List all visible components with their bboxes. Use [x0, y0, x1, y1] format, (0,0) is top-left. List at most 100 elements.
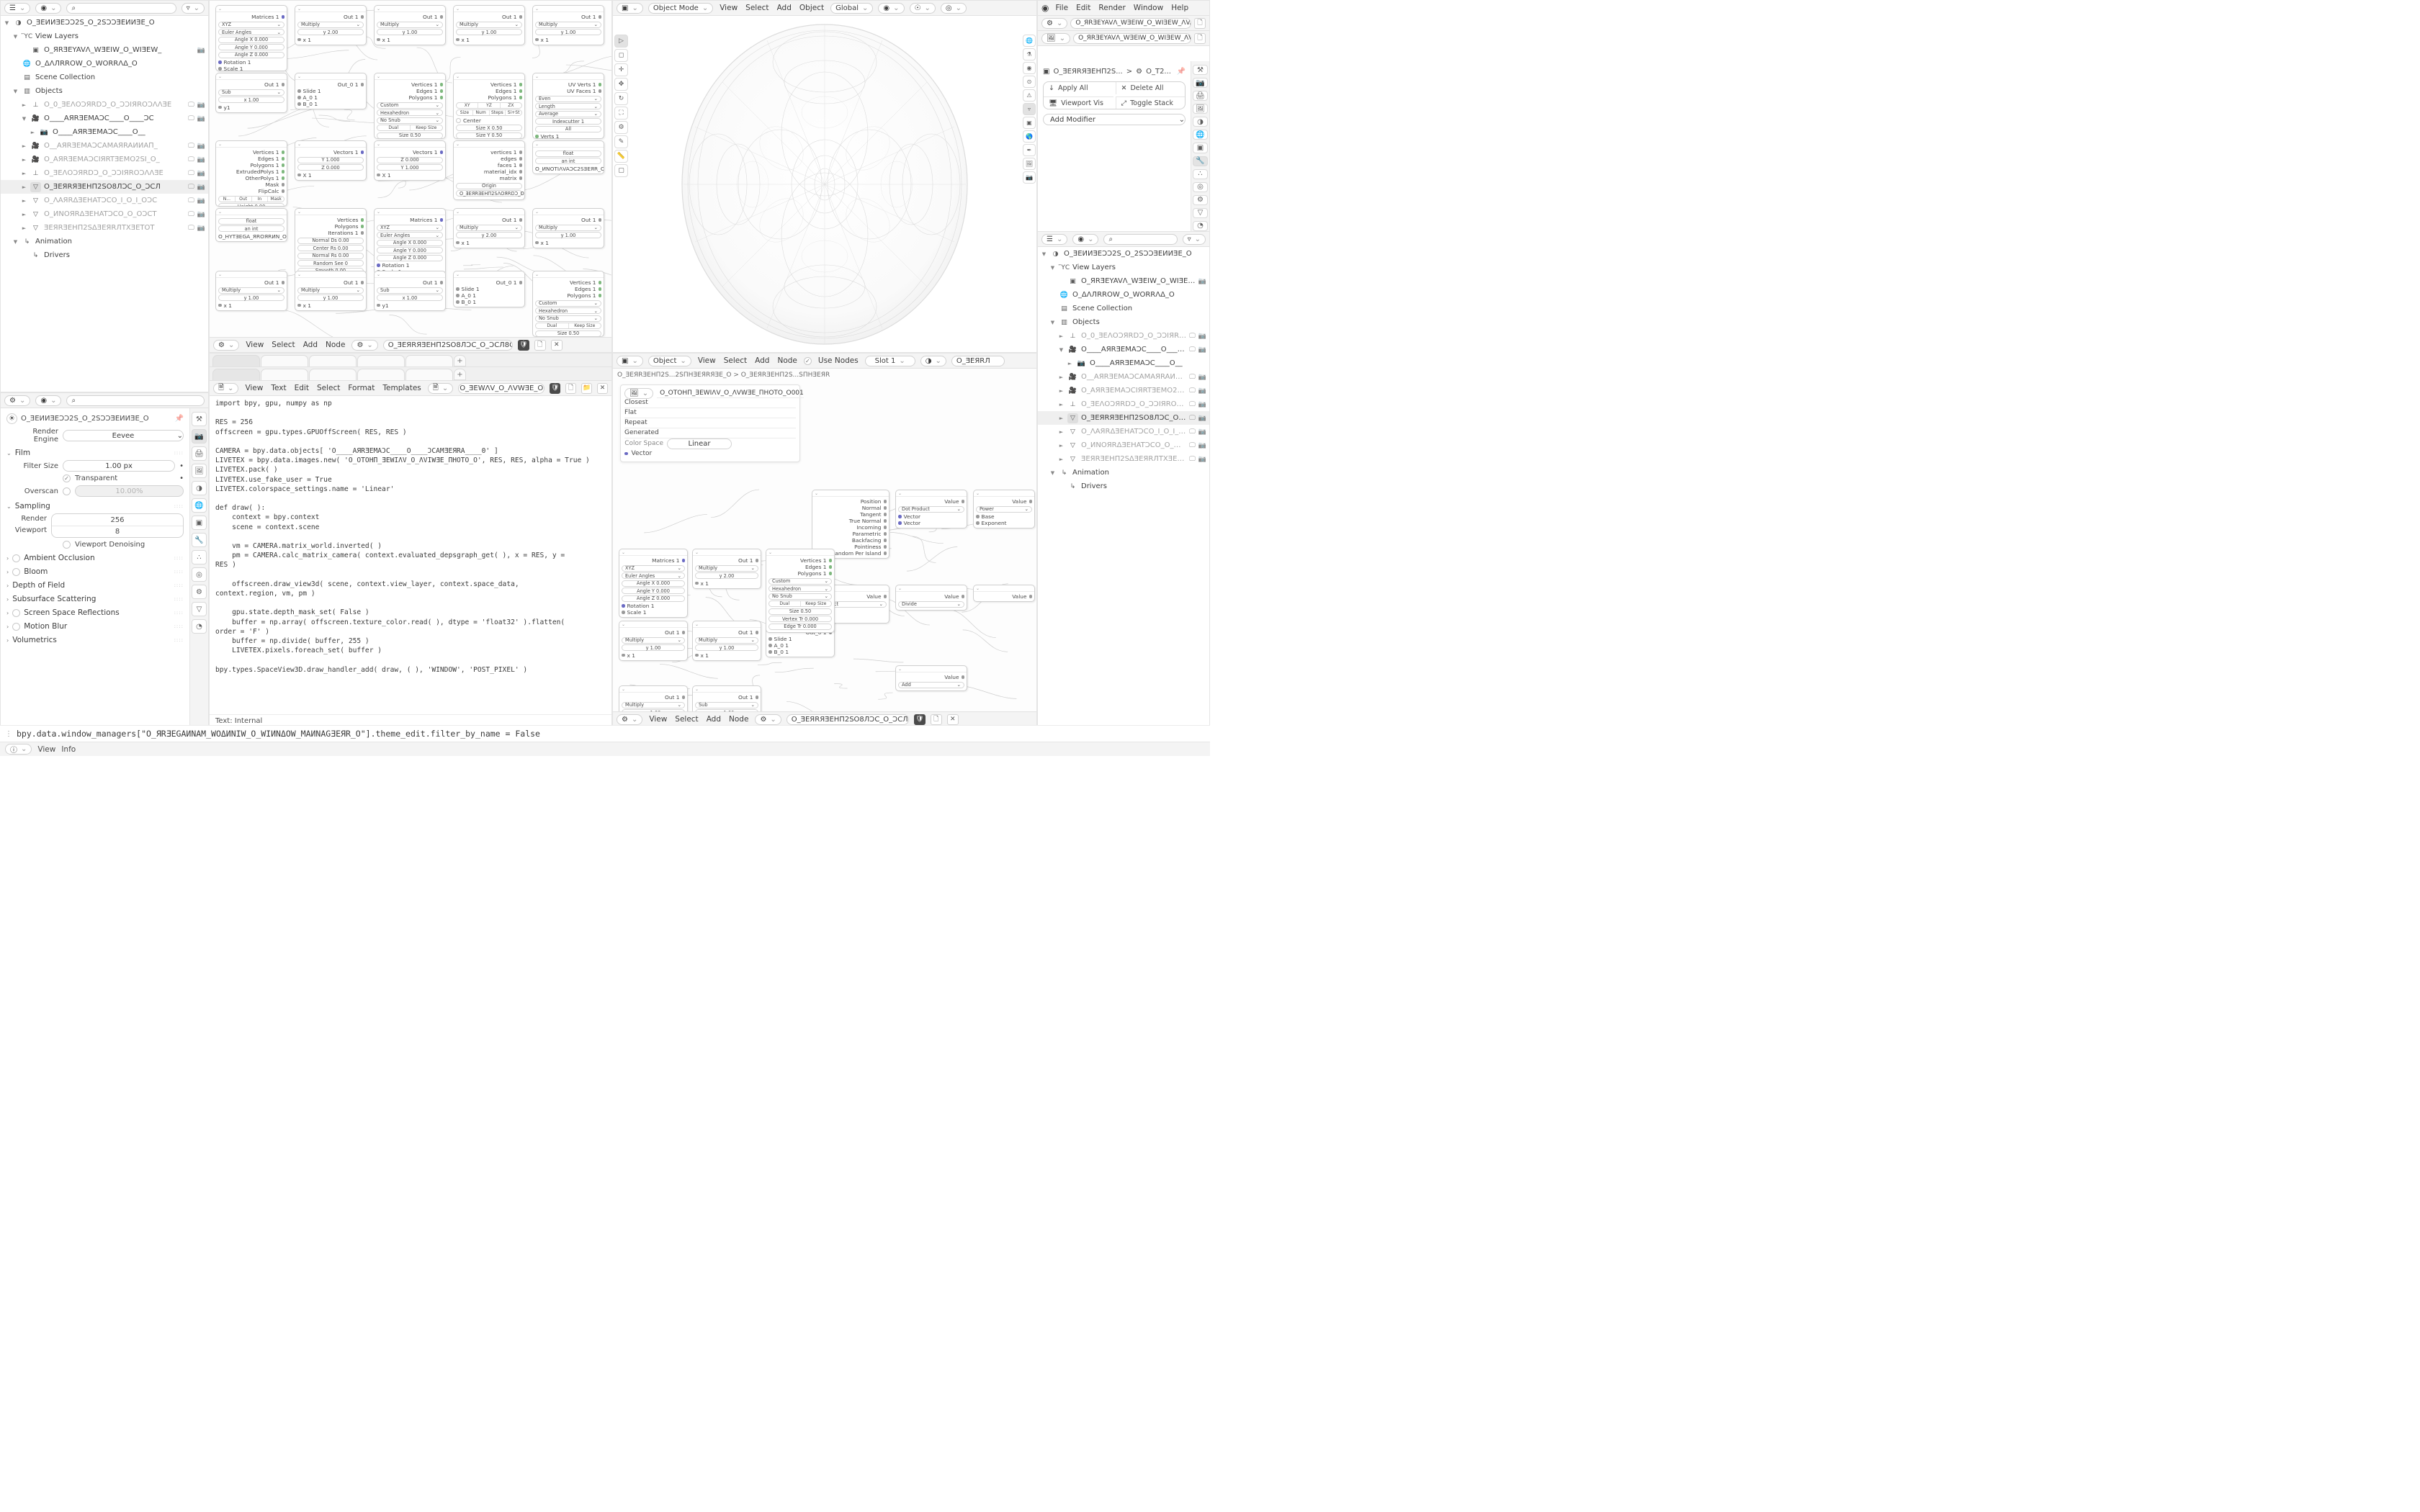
copy-icon[interactable]: 🗋 — [565, 383, 576, 394]
node-output-socket[interactable]: Out 1 — [535, 217, 601, 223]
chevron-down-icon[interactable]: ⌄ — [277, 89, 281, 95]
node-output-socket[interactable]: Out 1 — [297, 14, 364, 20]
chevron-down-icon[interactable]: ⌄ — [879, 601, 883, 607]
node-select[interactable]: XYZ⌄ — [377, 225, 443, 231]
pin-icon[interactable]: 📌 — [1177, 68, 1186, 76]
socket-dot[interactable] — [599, 218, 602, 222]
socket-dot[interactable] — [976, 515, 980, 518]
node-input-socket[interactable]: Vector — [898, 513, 964, 520]
socket-dot[interactable] — [519, 176, 523, 180]
image-datablock-icon[interactable]: 🖼 — [624, 388, 653, 399]
node-input-socket[interactable]: x 1 — [456, 240, 522, 246]
transform-tool-icon[interactable]: ⚙ — [614, 121, 628, 134]
socket-dot[interactable] — [440, 15, 444, 19]
monitor-icon[interactable]: 🖵 — [188, 211, 194, 218]
node[interactable]: ⌄ValueDivide⌄ — [895, 585, 967, 611]
node-output-socket[interactable]: Value — [898, 674, 964, 680]
outliner-row[interactable]: ►🎥O_AЯRƎEMAƆCIЯRTƎEMO2SI_O_🖵📷 — [1, 153, 208, 166]
view-layer-icon[interactable]: 🖼 — [1041, 33, 1070, 44]
globe-icon[interactable]: 🌎 — [1023, 130, 1036, 143]
outliner-restrict-toggles[interactable]: 🖵📷 — [188, 115, 205, 122]
chevron-down-icon[interactable]: ⌄ — [824, 586, 828, 592]
render-off-icon[interactable]: 📷 — [1198, 401, 1206, 408]
node-operation-select[interactable]: Multiply ⌄ — [456, 22, 522, 28]
node-collapse-icon[interactable]: ⌄ — [896, 666, 967, 672]
socket-dot[interactable] — [682, 631, 686, 634]
outliner-row[interactable]: ▼▥Objects — [1038, 315, 1209, 329]
node-output-socket[interactable]: Out 1 — [695, 557, 758, 564]
node-value-field[interactable]: Size 0.50 — [377, 132, 443, 139]
properties-tab-column[interactable]: ⚒📷🖨🖼◑🌐▣🔧∴◎⚙▽◔ — [189, 408, 208, 755]
node-output-socket[interactable]: Out_0 1 — [297, 81, 364, 88]
socket-dot[interactable] — [282, 83, 285, 86]
socket-dot[interactable] — [829, 565, 833, 569]
node-value-field[interactable]: All — [535, 126, 601, 132]
copy-icon[interactable]: 🗋 — [534, 340, 546, 351]
animate-property-dot[interactable]: • — [179, 462, 184, 470]
measure-tool-icon[interactable]: 📏 — [614, 150, 628, 163]
editor-type-icon[interactable]: ▣ — [617, 3, 643, 14]
node-collapse-icon[interactable]: ⌄ — [619, 549, 687, 556]
node[interactable]: ⌄Vertices 1Edges 1Polygons 1XYYZZXSizeNu… — [453, 73, 525, 139]
socket-dot[interactable] — [962, 675, 965, 679]
socket-dot[interactable] — [377, 174, 380, 177]
node-select[interactable]: Custom ⌄ — [535, 300, 601, 307]
node[interactable]: ⌄Out_0 1 Slide 1A_0 1B_0 1 — [453, 271, 525, 307]
collapsed-section-header[interactable]: ›Bloom:::: — [6, 567, 184, 576]
close-icon[interactable]: ✕ — [947, 714, 959, 725]
node-output-socket[interactable]: Out 1 — [456, 217, 522, 223]
outliner-row[interactable]: ►▽O_ИNOЯRΔƎEHATƆCO_O_OƆCT🖵📷 — [1038, 438, 1209, 452]
node-value-field[interactable]: x 1.00 — [218, 96, 284, 103]
socket-dot[interactable] — [377, 264, 380, 267]
disclosure-triangle-icon[interactable]: ► — [21, 171, 27, 176]
node-object-field[interactable]: O_ƎEЯRƎEHП2SΛOЯRDƆ_O — [456, 190, 522, 197]
node[interactable]: ⌄vertices 1edgesfaces 1material_idxmatri… — [453, 140, 525, 200]
output-icon[interactable]: 🖨 — [192, 446, 207, 461]
socket-dot[interactable] — [440, 96, 444, 99]
outliner-restrict-toggles[interactable]: 📷 — [1198, 278, 1206, 285]
menu-view[interactable]: View — [718, 4, 739, 12]
node-collapse-icon[interactable]: ⌄ — [295, 141, 366, 148]
node-output-socket[interactable]: Vertices — [297, 217, 364, 223]
socket-dot[interactable] — [884, 506, 887, 510]
node[interactable]: ⌄VerticesPolygonsIterations 1Normal Ds 0… — [295, 208, 367, 274]
node-input-socket[interactable]: X 1 — [377, 172, 443, 179]
collapsed-section-header[interactable]: ›Volumetrics:::: — [6, 636, 184, 644]
node-collapse-icon[interactable]: ⌄ — [533, 6, 604, 12]
node-collapse-icon[interactable]: ⌄ — [375, 209, 445, 215]
socket-dot[interactable] — [282, 176, 285, 180]
socket-dot[interactable] — [884, 545, 887, 549]
properties-filter-icon[interactable]: ◉ — [35, 395, 61, 406]
node-collapse-icon[interactable]: ⌄ — [295, 271, 366, 278]
node-value-field[interactable]: Vertex Tr 0.000 — [768, 616, 832, 622]
checkbox[interactable] — [63, 487, 71, 495]
node-output-socket[interactable]: Out_0 1 — [456, 279, 522, 286]
node-input-socket[interactable]: x 1 — [218, 302, 284, 309]
property-row[interactable]: Filter Size1.00 px• — [6, 460, 184, 472]
collapsed-section-header[interactable]: ›Ambient Occlusion:::: — [6, 554, 184, 562]
constraint-icon[interactable]: ⚙ — [192, 585, 207, 599]
node-collapse-icon[interactable]: ⌄ — [533, 73, 604, 80]
render-off-icon[interactable]: 📷 — [197, 156, 205, 163]
node-value-field[interactable]: y 2.00 — [456, 232, 522, 238]
disclosure-triangle-icon[interactable]: ▼ — [12, 89, 19, 94]
outliner-restrict-toggles[interactable]: 🖵📷 — [188, 102, 205, 109]
stack-value[interactable]: 256 — [52, 514, 183, 526]
render-icon[interactable]: 📷 — [1193, 78, 1208, 88]
socket-dot[interactable] — [622, 611, 625, 614]
grip-icon[interactable]: :::: — [174, 596, 184, 602]
funnel-icon[interactable]: ▿ — [1183, 234, 1206, 245]
add-cube-tool-icon[interactable]: ▢ — [614, 164, 628, 177]
socket-dot[interactable] — [695, 582, 699, 585]
socket-dot[interactable] — [622, 604, 625, 608]
geometry-node-canvas[interactable]: ⌄Matrices 1XYZ⌄Euler Angles⌄Angle X 0.00… — [210, 1, 611, 352]
outliner-row[interactable]: ►🎥O__AЯRƎEMAƆCAMAЯRAИИAП_🖵📷 — [1, 139, 208, 153]
node-value-field[interactable]: Y 1.000 — [377, 164, 443, 171]
collapsed-section-header[interactable]: ›Subsurface Scattering:::: — [6, 595, 184, 603]
node-collapse-icon[interactable]: ⌄ — [619, 621, 687, 628]
node-output-socket[interactable]: OtherPolys 1 — [218, 175, 284, 181]
node-output-socket[interactable]: Parametric — [815, 531, 887, 537]
socket-dot[interactable] — [695, 654, 699, 657]
node-value-field[interactable]: Angle X 0.000 — [377, 240, 443, 246]
segment-option[interactable]: ZX — [500, 103, 521, 108]
